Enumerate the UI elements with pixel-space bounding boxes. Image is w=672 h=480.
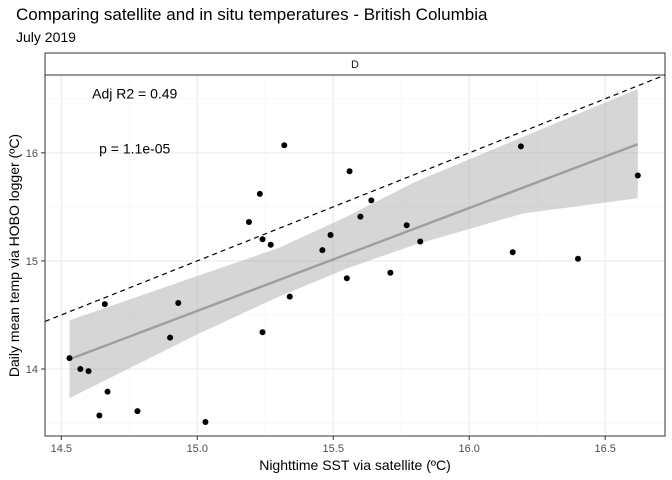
plot-panel bbox=[45, 75, 665, 436]
y-tick-label: 16 bbox=[26, 148, 38, 160]
data-point bbox=[368, 197, 375, 204]
x-tick-label: 14.5 bbox=[51, 443, 72, 455]
chart-subtitle: July 2019 bbox=[16, 29, 76, 45]
data-point bbox=[66, 355, 73, 362]
x-tick-label: 15.0 bbox=[187, 443, 208, 455]
facet-label: D bbox=[351, 59, 359, 71]
chart-title: Comparing satellite and in situ temperat… bbox=[16, 5, 488, 24]
data-point bbox=[403, 222, 410, 229]
stat-annotation: Adj R2 = 0.49 bbox=[92, 85, 177, 101]
data-point bbox=[574, 255, 581, 262]
regression-line bbox=[69, 143, 639, 361]
x-tick-label: 16.5 bbox=[594, 443, 615, 455]
data-point bbox=[509, 249, 516, 256]
data-point bbox=[286, 293, 293, 300]
data-point bbox=[357, 213, 364, 220]
confidence-band-layer bbox=[69, 89, 638, 399]
y-tick-label: 14 bbox=[26, 364, 38, 376]
data-point bbox=[175, 300, 182, 307]
reference-lines bbox=[44, 74, 666, 361]
data-point bbox=[77, 365, 84, 372]
data-point bbox=[134, 408, 141, 415]
data-point bbox=[96, 412, 103, 419]
data-point bbox=[259, 236, 266, 243]
data-point bbox=[101, 301, 108, 308]
data-point bbox=[256, 190, 263, 197]
data-point bbox=[517, 143, 524, 150]
data-point bbox=[259, 329, 266, 336]
data-point bbox=[202, 418, 209, 425]
identity-line bbox=[44, 74, 666, 322]
data-point bbox=[327, 231, 334, 238]
facet-strip: D bbox=[44, 52, 666, 76]
grid-lines bbox=[45, 75, 665, 436]
x-axis-title: Nighttime SST via satellite (ºC) bbox=[259, 457, 451, 473]
data-point bbox=[634, 172, 641, 179]
data-point bbox=[387, 269, 394, 276]
data-point bbox=[281, 142, 288, 149]
confidence-band bbox=[69, 89, 638, 399]
panel-background bbox=[45, 75, 665, 436]
y-axis-title: Daily mean temp via HOBO logger (ºC) bbox=[6, 134, 22, 377]
data-point bbox=[267, 241, 274, 248]
data-point bbox=[104, 388, 111, 395]
data-points bbox=[66, 142, 641, 425]
data-point bbox=[85, 368, 92, 375]
facet-strip-box bbox=[44, 52, 666, 76]
data-point bbox=[245, 218, 252, 225]
data-point bbox=[319, 247, 326, 254]
axes: 14.5 15.0 15.5 16.0 16.5 14 15 16 Nighttime SST … bbox=[6, 134, 616, 473]
data-point bbox=[346, 168, 353, 175]
stat-annotation: p = 1.1e-05 bbox=[99, 140, 170, 156]
x-tick-label: 16.0 bbox=[458, 443, 479, 455]
y-tick-label: 15 bbox=[26, 256, 38, 268]
x-tick-label: 15.5 bbox=[323, 443, 344, 455]
data-point bbox=[343, 275, 350, 282]
annotations: Adj R2 = 0.49 p = 1.1e-05 bbox=[92, 85, 177, 156]
data-point bbox=[417, 238, 424, 245]
data-point bbox=[167, 334, 174, 341]
